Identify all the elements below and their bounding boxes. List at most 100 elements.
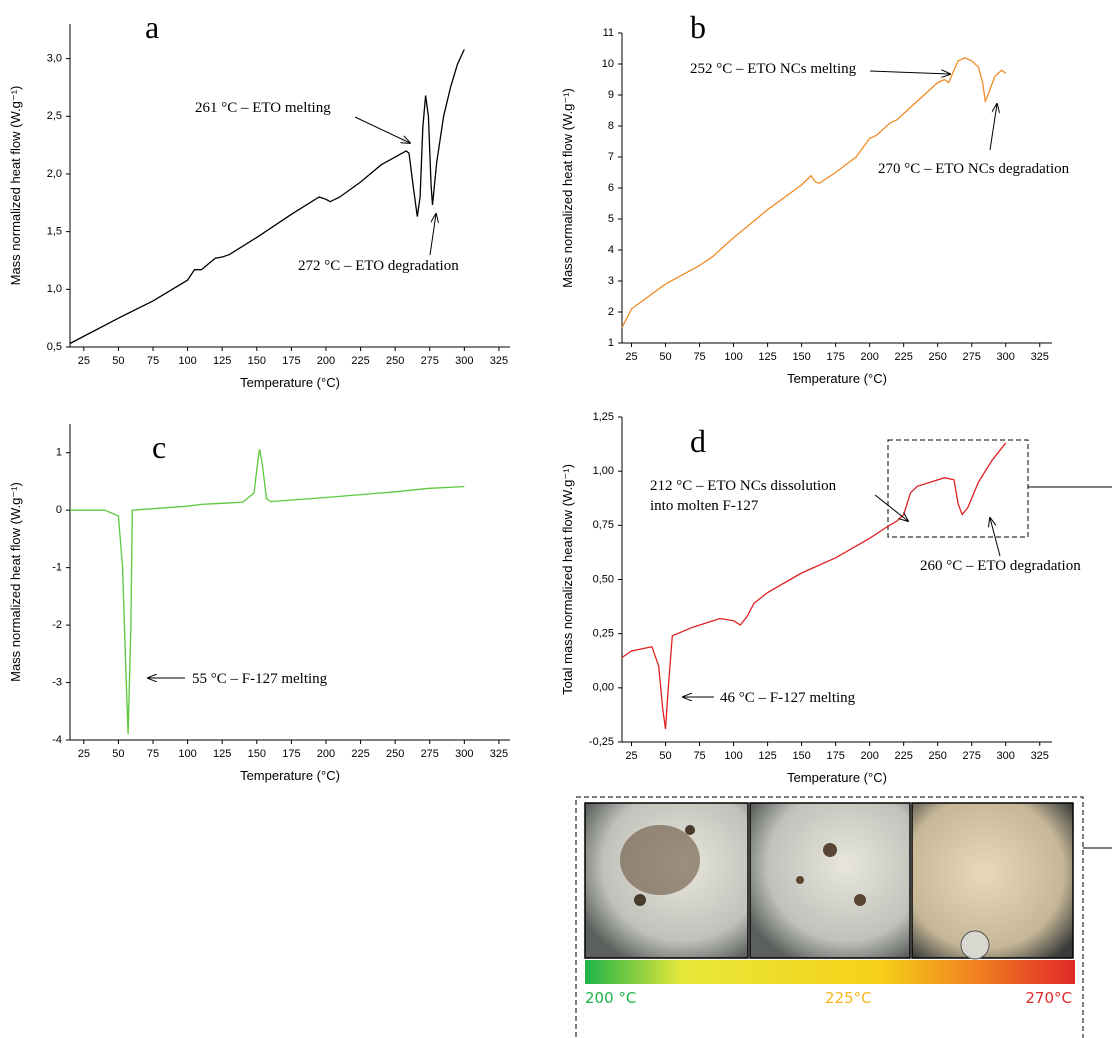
x-axis-label: Temperature (°C) <box>787 371 887 386</box>
y-tick-label: 11 <box>603 27 614 39</box>
annotation: 252 °C – ETO NCs melting <box>690 61 857 77</box>
x-tick-label: 225 <box>351 355 369 367</box>
x-tick-label: 275 <box>963 750 981 762</box>
x-axis-label: Temperature (°C) <box>240 768 340 783</box>
y-tick-label: 0,00 <box>593 682 614 694</box>
x-axis-label: Temperature (°C) <box>240 375 340 390</box>
data-line <box>621 57 1007 328</box>
annotation: 55 °C – F-127 melting <box>192 671 328 687</box>
annotation: 272 °C – ETO degradation <box>298 258 459 274</box>
annotation: 260 °C – ETO degradation <box>920 558 1081 574</box>
micrograph-label: 270°C <box>1025 989 1072 1007</box>
y-axis-label: Mass normalized heat flow (W.g⁻¹) <box>8 482 23 682</box>
annotation: 212 °C – ETO NCs dissolution <box>650 478 837 494</box>
micrograph-label: 225°C <box>825 989 872 1007</box>
x-tick-label: 50 <box>112 748 124 760</box>
annotation-arrow <box>354 116 410 143</box>
x-tick-label: 150 <box>248 748 266 760</box>
y-tick-label: -0,25 <box>589 736 614 748</box>
x-tick-label: 125 <box>758 750 776 762</box>
x-tick-label: 325 <box>490 355 508 367</box>
micrograph <box>749 802 911 959</box>
annotation-arrow <box>990 518 1001 557</box>
x-tick-label: 200 <box>317 355 335 367</box>
annotation-arrow <box>989 104 997 151</box>
x-tick-label: 200 <box>860 351 878 363</box>
y-tick-label: -2 <box>52 619 62 631</box>
y-tick-label: 0,5 <box>47 341 62 353</box>
y-tick-label: 8 <box>608 120 614 132</box>
data-line <box>70 449 465 735</box>
micrograph-label: 200 °C <box>585 989 636 1007</box>
annotation: into molten F-127 <box>650 498 759 514</box>
y-axis-label: Total mass normalized heat flow (W.g⁻¹) <box>560 464 575 695</box>
x-tick-label: 50 <box>112 355 124 367</box>
y-tick-label: 1,0 <box>47 283 62 295</box>
x-tick-label: 325 <box>490 748 508 760</box>
x-tick-label: 75 <box>693 351 705 363</box>
x-tick-label: 275 <box>421 748 439 760</box>
x-tick-label: 150 <box>248 355 266 367</box>
temperature-gradient <box>585 960 1075 984</box>
y-tick-label: 6 <box>608 182 614 194</box>
data-line <box>621 442 1007 730</box>
y-tick-label: 0,75 <box>593 519 614 531</box>
x-tick-label: 75 <box>693 750 705 762</box>
x-tick-label: 250 <box>386 748 404 760</box>
y-axis-label: Mass normalized heat flow (W.g⁻¹) <box>8 86 23 286</box>
y-tick-label: 7 <box>608 151 614 163</box>
y-tick-label: -4 <box>52 734 62 746</box>
x-tick-label: 150 <box>792 750 810 762</box>
x-tick-label: 25 <box>78 748 90 760</box>
x-tick-label: 225 <box>351 748 369 760</box>
y-tick-label: 1,25 <box>593 411 614 423</box>
x-tick-label: 100 <box>178 748 196 760</box>
x-tick-label: 75 <box>147 748 159 760</box>
y-tick-label: 2,0 <box>47 168 62 180</box>
y-tick-label: 2 <box>608 306 614 318</box>
x-tick-label: 200 <box>317 748 335 760</box>
x-tick-label: 325 <box>1031 750 1049 762</box>
x-tick-label: 100 <box>178 355 196 367</box>
x-tick-label: 125 <box>213 748 231 760</box>
x-tick-label: 50 <box>659 351 671 363</box>
y-tick-label: 2,5 <box>47 110 62 122</box>
y-tick-label: 4 <box>608 244 614 256</box>
y-tick-label: 10 <box>602 58 614 70</box>
x-tick-label: 300 <box>455 355 473 367</box>
x-tick-label: 25 <box>78 355 90 367</box>
x-axis-label: Temperature (°C) <box>787 770 887 785</box>
x-tick-label: 175 <box>826 750 844 762</box>
y-tick-label: 1,00 <box>593 465 614 477</box>
annotation-arrow <box>429 214 436 256</box>
annotation: 261 °C – ETO melting <box>195 100 331 116</box>
x-tick-label: 25 <box>625 750 637 762</box>
x-tick-label: 175 <box>282 355 300 367</box>
y-tick-label: 1 <box>56 447 62 459</box>
y-tick-label: -3 <box>52 676 62 688</box>
x-tick-label: 250 <box>386 355 404 367</box>
annotation-arrow <box>869 71 950 74</box>
y-axis-label: Mass normalized heat flow (W.g⁻¹) <box>560 88 575 288</box>
x-tick-label: 100 <box>724 351 742 363</box>
micrograph <box>584 802 749 959</box>
y-tick-label: 0,25 <box>593 628 614 640</box>
panel-title: d <box>690 423 706 459</box>
x-tick-label: 250 <box>929 750 947 762</box>
x-tick-label: 50 <box>659 750 671 762</box>
zoom-box <box>887 439 1029 538</box>
y-tick-label: 3,0 <box>47 53 62 65</box>
x-tick-label: 25 <box>625 351 637 363</box>
annotation: 46 °C – F-127 melting <box>720 690 856 706</box>
annotation-arrow <box>874 494 908 521</box>
y-tick-label: 5 <box>608 213 614 225</box>
data-line <box>69 49 465 345</box>
x-tick-label: 225 <box>894 351 912 363</box>
x-tick-label: 300 <box>997 750 1015 762</box>
x-tick-label: 225 <box>894 750 912 762</box>
y-tick-label: 0,50 <box>593 573 614 585</box>
x-tick-label: 75 <box>147 355 159 367</box>
x-tick-label: 125 <box>758 351 776 363</box>
panel-title: a <box>145 9 159 45</box>
x-tick-label: 325 <box>1031 351 1049 363</box>
